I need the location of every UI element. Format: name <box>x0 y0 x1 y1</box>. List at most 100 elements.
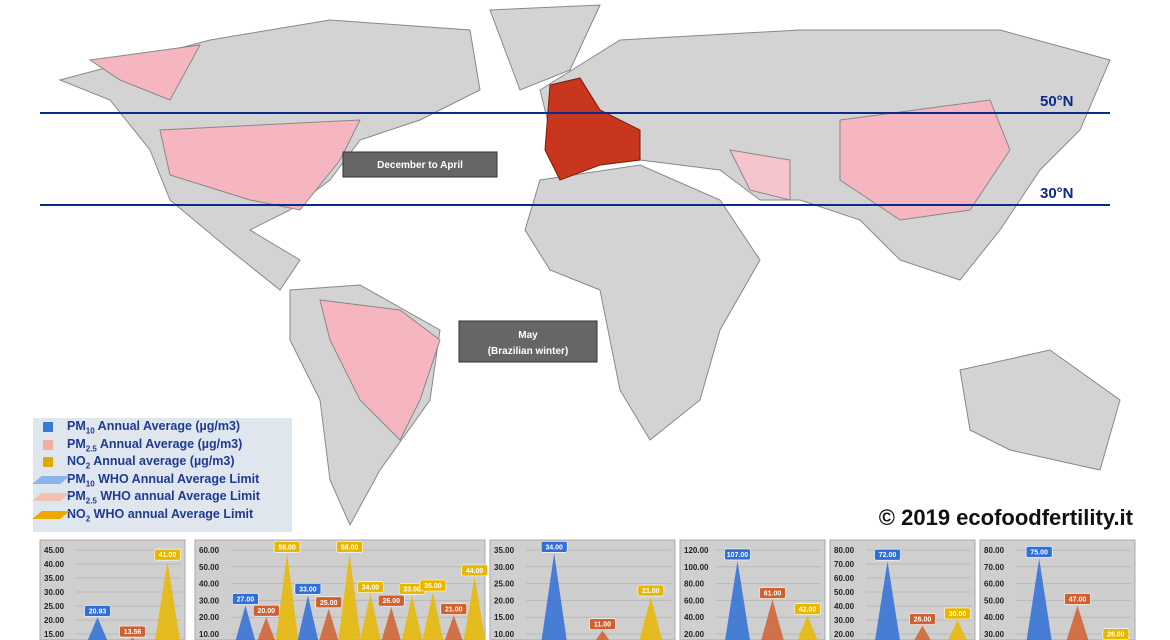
value-label-box <box>944 607 971 620</box>
legend-text: 2 <box>85 461 91 471</box>
value-label-box <box>724 548 751 561</box>
legend-swatch <box>32 493 70 501</box>
brazil <box>319 299 441 441</box>
value-label: 30.00 <box>949 611 967 618</box>
y-tick-label: 10.00 <box>494 630 515 639</box>
legend-text: Annual Average (µg/m3) <box>96 436 243 451</box>
period-box <box>458 320 598 363</box>
legend-swatch <box>43 439 53 450</box>
y-tick-label: 10.00 <box>199 630 220 639</box>
y-tick-label: 40.00 <box>44 560 65 569</box>
y-tick-label: 80.00 <box>684 580 705 589</box>
cone <box>463 576 486 640</box>
value-label: 27.00 <box>237 596 255 603</box>
value-label: 26.00 <box>382 598 400 605</box>
period-text: (Brazilian winter) <box>488 346 569 357</box>
y-tick-label: 25.00 <box>44 602 65 611</box>
y-tick-label: 20.00 <box>494 596 515 605</box>
australia <box>959 349 1121 471</box>
legend-swatch <box>32 475 70 484</box>
value-label-box <box>252 604 280 617</box>
panel-bg <box>979 539 1136 640</box>
value-label: 107.00 <box>727 552 749 559</box>
cone <box>381 607 401 640</box>
cone <box>639 597 663 640</box>
value-label: 11.00 <box>594 622 611 629</box>
y-tick-label: 35.00 <box>494 546 515 555</box>
cone <box>401 595 423 640</box>
value-label-box <box>440 603 468 615</box>
y-tick-label: 20.00 <box>834 630 855 639</box>
value-label-box <box>232 593 259 605</box>
cone <box>235 605 256 640</box>
y-tick-label: 70.00 <box>984 563 1005 572</box>
legend-text: Annual Average (µg/m3) <box>94 419 241 433</box>
panel-bg <box>679 539 826 640</box>
value-label-box <box>589 618 616 630</box>
cone <box>444 615 463 640</box>
value-label-box <box>794 603 821 615</box>
y-tick-label: 15.00 <box>494 613 515 622</box>
value-label: 75.00 <box>1030 549 1048 556</box>
value-label-box <box>315 596 343 609</box>
value-label-box <box>154 548 181 561</box>
value-label-box <box>461 564 488 577</box>
copyright: © 2019 ecofoodfertility.it <box>879 505 1134 530</box>
value-label-box <box>357 581 384 593</box>
legend-item: PM10 Annual Average (µg/m3) <box>33 418 292 436</box>
value-label: 35.00 <box>424 583 442 590</box>
y-tick-label: 25.00 <box>494 580 515 589</box>
y-tick-label: 100.00 <box>684 563 709 572</box>
period-box <box>342 151 498 178</box>
value-label: 41.00 <box>159 552 177 559</box>
western-europe <box>544 77 641 181</box>
y-tick-label: 30.00 <box>199 596 220 605</box>
cone <box>1066 605 1089 640</box>
africa <box>524 164 761 441</box>
value-label-box <box>119 625 146 638</box>
value-label: 26.00 <box>1107 632 1125 639</box>
value-label: 34.00 <box>545 544 563 551</box>
legend-text: NO <box>67 454 86 468</box>
legend-text: PM <box>67 419 86 433</box>
value-label: 33.00 <box>299 586 317 593</box>
iran <box>729 149 791 201</box>
y-tick-label: 40.00 <box>834 602 855 611</box>
legend-text: 2.5 <box>85 496 97 506</box>
value-label-box <box>84 605 111 617</box>
cone <box>297 595 319 640</box>
panel-bg <box>829 539 976 640</box>
greenland <box>489 4 601 91</box>
value-label-box <box>294 583 322 595</box>
cone <box>338 553 361 640</box>
value-label: 33.00 <box>403 586 421 593</box>
cone <box>761 599 784 640</box>
cone <box>275 553 299 640</box>
value-label: 58.00 <box>341 544 359 551</box>
cone <box>541 553 567 640</box>
value-label-box <box>540 541 568 553</box>
value-label-box <box>377 594 405 607</box>
value-label: 72.00 <box>879 552 897 559</box>
china <box>839 99 1011 221</box>
legend-swatch <box>43 457 53 467</box>
value-label: 47.00 <box>1069 596 1087 603</box>
y-tick-label: 40.00 <box>984 613 1005 622</box>
value-label: 21.00 <box>642 588 660 595</box>
legend-text: 10 <box>85 479 95 488</box>
value-label-box <box>273 541 301 553</box>
legend-swatch <box>43 422 53 432</box>
value-label-box <box>1064 593 1091 605</box>
period-text: May <box>518 330 538 341</box>
y-tick-label: 20.00 <box>44 616 65 625</box>
y-tick-label: 120.00 <box>684 546 709 555</box>
y-tick-label: 80.00 <box>984 546 1005 555</box>
y-tick-label: 30.00 <box>984 630 1005 639</box>
y-tick-label: 35.00 <box>44 574 65 583</box>
legend-text: WHO annual Average Limit <box>96 489 260 503</box>
value-label-box <box>909 613 936 625</box>
y-tick-label: 80.00 <box>834 546 855 555</box>
alaska <box>88 44 201 101</box>
legend-text: PM <box>67 471 86 486</box>
